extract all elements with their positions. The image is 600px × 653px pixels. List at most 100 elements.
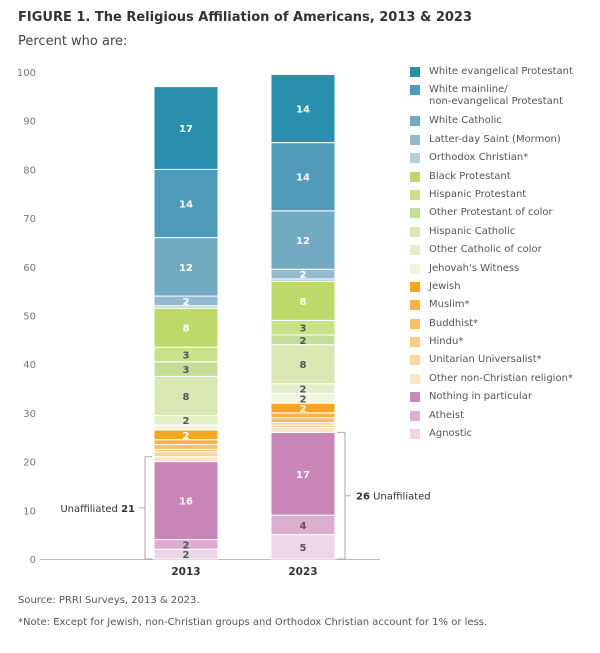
data-label: 2 [183, 297, 190, 308]
legend-label: Hispanic Protestant [429, 188, 527, 200]
legend-swatch [410, 281, 420, 292]
y-tick-label: 30 [23, 409, 36, 420]
bar-segment [153, 168, 219, 239]
y-tick-label: 0 [30, 555, 36, 566]
legend-swatch [410, 410, 420, 421]
legend-label: Muslim* [429, 299, 470, 311]
bar-segment [153, 86, 219, 170]
bar-segment [270, 417, 336, 424]
legend-item: Black Protestant [410, 171, 600, 189]
legend-label: Other Protestant of color [429, 207, 553, 219]
chart-subtitle: Percent who are: [18, 34, 128, 49]
legend-label: White mainline/non-evangelical Protestan… [429, 84, 564, 108]
legend-label: Jewish [429, 280, 461, 292]
data-label: 14 [296, 173, 310, 184]
legend-swatch [410, 355, 420, 366]
unaffiliated-bracket-2023 [337, 431, 351, 560]
legend-label: Buddhist* [429, 317, 479, 329]
legend-swatch [410, 208, 420, 219]
legend-swatch [410, 392, 420, 403]
bar-segment [270, 210, 336, 270]
data-label: 12 [296, 236, 310, 247]
legend-swatch [410, 85, 420, 96]
data-label: 2 [300, 404, 307, 415]
bar-segment [153, 451, 219, 458]
data-label: 16 [179, 497, 193, 508]
legend-swatch [410, 116, 420, 127]
legend-label: Hispanic Catholic [429, 225, 516, 237]
data-label: 17 [296, 470, 310, 481]
legend-item: Jehovah's Witness [410, 263, 600, 281]
data-label: 14 [179, 199, 193, 210]
bar-segment [153, 375, 219, 416]
legend-item: Hindu* [410, 336, 600, 354]
legend: White evangelical Protestant White mainli… [410, 66, 600, 446]
x-tick-label: 2013 [171, 566, 200, 578]
y-tick-label: 50 [23, 312, 36, 323]
legend-item: Jewish [410, 281, 600, 299]
legend-item: White mainline/non-evangelical Protestan… [410, 84, 600, 115]
bar-segment [153, 461, 219, 541]
bar-segment [270, 142, 336, 212]
legend-label: Hindu* [429, 336, 464, 348]
legend-label: Other non-Christian religion* [429, 372, 573, 384]
legend-item: Other Protestant of color [410, 207, 600, 225]
data-label: 14 [296, 105, 310, 116]
data-label: 4 [300, 521, 307, 532]
data-label: 2 [183, 416, 190, 427]
legend-swatch [410, 318, 420, 329]
data-label: 2 [183, 540, 190, 551]
data-label: 2 [300, 336, 307, 347]
legend-label: Atheist [429, 409, 464, 421]
y-tick-label: 100 [17, 68, 36, 79]
legend-label: Other Catholic of color [429, 244, 542, 256]
data-label: 2 [300, 270, 307, 281]
bar-segment [270, 427, 336, 433]
data-label: 8 [183, 392, 190, 403]
legend-item: Unitarian Universalist* [410, 354, 600, 372]
legend-label: Latter-day Saint (Mormon) [429, 133, 561, 145]
y-tick-label: 70 [23, 214, 36, 225]
legend-label: Orthodox Christian* [429, 152, 529, 164]
legend-item: Buddhist* [410, 318, 600, 336]
y-tick-label: 40 [23, 360, 36, 371]
legend-item: Hispanic Protestant [410, 189, 600, 207]
data-label: 17 [179, 124, 193, 135]
data-label: 2 [183, 550, 190, 561]
legend-swatch [410, 300, 420, 311]
legend-swatch [410, 373, 420, 384]
y-tick-label: 10 [23, 506, 36, 517]
legend-label: Black Protestant [429, 170, 511, 182]
legend-swatch [410, 263, 420, 274]
legend-label: White Catholic [429, 115, 502, 127]
legend-item: Orthodox Christian* [410, 152, 600, 170]
footnote: *Note: Except for Jewish, non-Christian … [18, 617, 488, 628]
data-label: 3 [300, 324, 307, 335]
legend-label: Jehovah's Witness [429, 262, 520, 274]
legend-item: Nothing in particular [410, 391, 600, 409]
bar-segment [153, 444, 219, 450]
data-label: 2 [300, 385, 307, 396]
legend-item: Other non-Christian religion* [410, 373, 600, 391]
legend-swatch [410, 171, 420, 182]
legend-swatch [410, 337, 420, 348]
data-label: 8 [183, 324, 190, 335]
legend-item: Latter-day Saint (Mormon) [410, 134, 600, 152]
bar-segment [270, 431, 336, 516]
bar-segment [153, 456, 219, 463]
unaffiliated-bracket-2013 [139, 456, 152, 560]
bar-segment [270, 534, 336, 560]
legend-swatch [410, 245, 420, 256]
source-note: Source: PRRI Surveys, 2013 & 2023. [18, 595, 200, 606]
legend-item: White Catholic [410, 115, 600, 133]
data-label: 8 [300, 360, 307, 371]
legend-item: Agnostic [410, 428, 600, 446]
legend-swatch [410, 226, 420, 237]
data-label: 5 [300, 543, 307, 554]
bar-segment [153, 237, 219, 297]
bar-segment [270, 280, 336, 321]
y-tick-label: 90 [23, 117, 36, 128]
data-label: 2 [183, 431, 190, 442]
bar-segment [270, 73, 336, 144]
